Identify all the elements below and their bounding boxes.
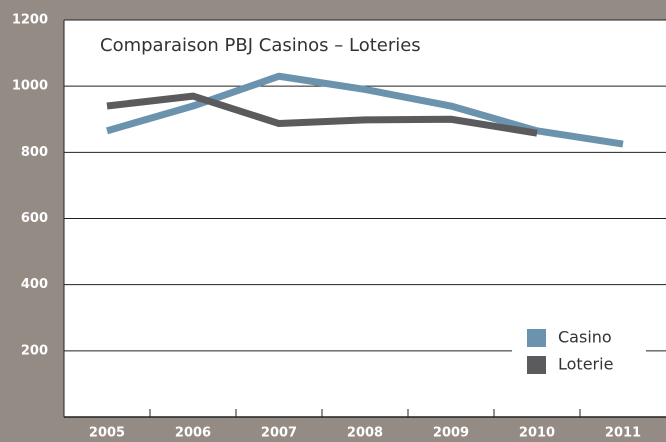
y-tick-label: 200 (21, 343, 48, 358)
series-line (106, 92, 538, 137)
legend-label: Casino (558, 328, 612, 347)
legend-label: Loterie (558, 355, 613, 374)
x-tick-label: 2009 (433, 426, 469, 441)
y-tick-label: 800 (21, 145, 48, 160)
chart-title: Comparaison PBJ Casinos – Loteries (100, 35, 421, 56)
y-tick-label: 1000 (12, 79, 48, 94)
y-tick-label: 1200 (12, 13, 48, 28)
x-tick-label: 2008 (347, 426, 383, 441)
x-tick-label: 2005 (89, 426, 125, 441)
x-tick-label: 2007 (261, 426, 297, 441)
x-tick-label: 2010 (519, 426, 555, 441)
y-tick-label: 400 (21, 277, 48, 292)
legend-swatch (527, 356, 546, 374)
x-tick-label: 2006 (175, 426, 211, 441)
legend-swatch (527, 329, 546, 347)
y-tick-label: 600 (21, 211, 48, 226)
x-tick-label: 2011 (605, 426, 641, 441)
